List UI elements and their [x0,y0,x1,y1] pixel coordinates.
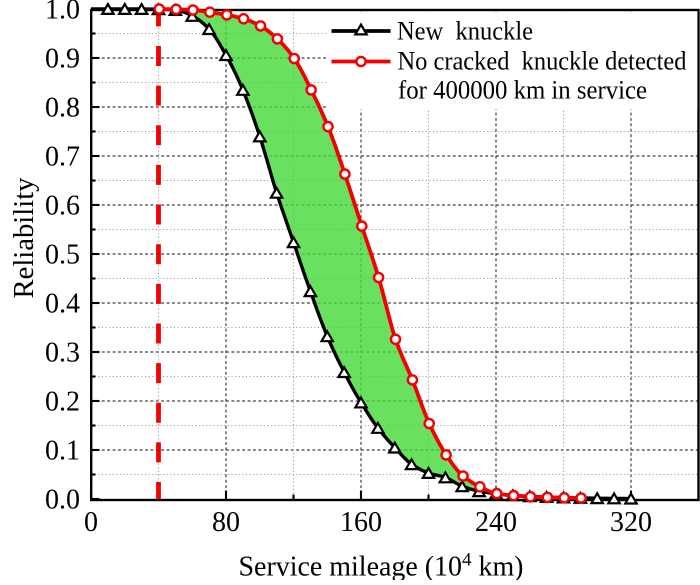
svg-text:for 400000 km in service: for 400000 km in service [398,76,647,105]
svg-text:No cracked knuckle detected: No cracked knuckle detected [398,46,687,75]
svg-text:0.9: 0.9 [45,44,80,75]
svg-text:0.5: 0.5 [45,240,80,271]
svg-text:0.8: 0.8 [45,93,80,124]
svg-text:0.2: 0.2 [45,387,80,418]
svg-text:0.0: 0.0 [45,485,80,516]
svg-text:0: 0 [84,507,98,538]
svg-text:0.6: 0.6 [45,191,80,222]
svg-text:0.7: 0.7 [45,142,80,173]
svg-text:Reliability: Reliability [9,178,40,299]
svg-text:Service mileage (104 km): Service mileage (104 km) [239,550,524,581]
svg-text:240: 240 [475,507,517,538]
svg-text:0.4: 0.4 [45,289,80,320]
svg-text:160: 160 [340,507,382,538]
svg-text:0.1: 0.1 [45,436,80,467]
svg-text:New knuckle: New knuckle [397,16,533,45]
svg-text:80: 80 [212,507,240,538]
svg-text:1.0: 1.0 [45,0,80,26]
svg-text:0.3: 0.3 [45,338,80,369]
svg-text:320: 320 [610,507,652,538]
